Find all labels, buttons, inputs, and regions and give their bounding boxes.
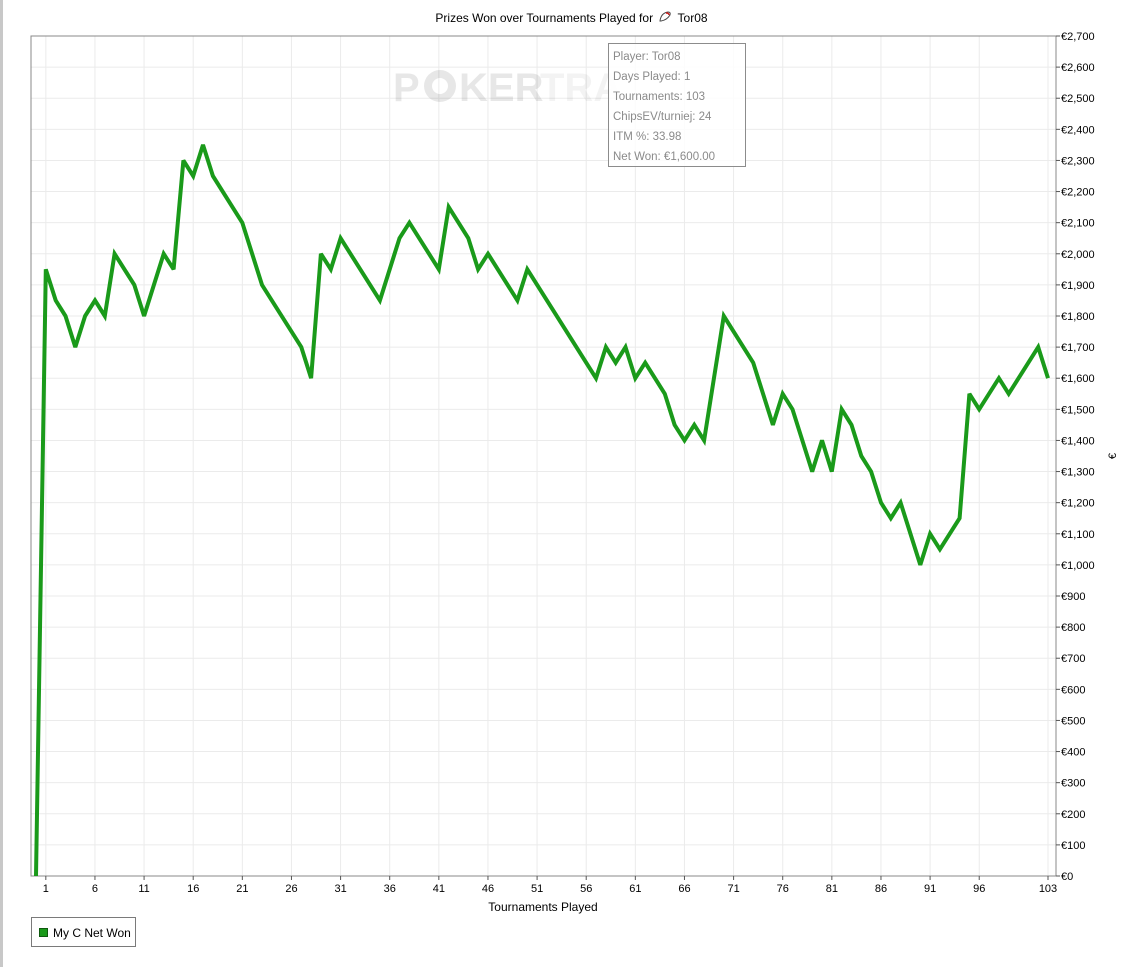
y-tick-label: €100: [1061, 840, 1085, 852]
chart-title: Prizes Won over Tournaments Played for T…: [0, 11, 1143, 25]
x-tick-label: 81: [826, 883, 838, 895]
y-tick-label: €200: [1061, 809, 1085, 821]
x-tick-label: 6: [92, 883, 98, 895]
watermark-text-right: KER: [459, 66, 544, 110]
x-axis-label: Tournaments Played: [488, 900, 597, 914]
y-tick-label: €1,600: [1061, 373, 1095, 385]
tooltip-chipsev: ChipsEV/turniej: 24: [613, 111, 712, 123]
y-tick-label: €1,200: [1061, 498, 1095, 510]
x-tick-label: 36: [384, 883, 396, 895]
y-tick-label: €600: [1061, 684, 1085, 696]
y-axis-label: €: [1107, 453, 1119, 459]
window-left-edge: [0, 0, 3, 967]
x-tick-label: 46: [482, 883, 494, 895]
y-tick-label: €500: [1061, 715, 1085, 727]
y-axis: €0 €100 €200 €300 €400 €500 €600 €700 €800 €900 €1…: [1056, 31, 1095, 883]
plot-area-border: [30, 35, 1057, 877]
x-tick-label: 21: [236, 883, 248, 895]
x-tick-label: 41: [433, 883, 445, 895]
player-stats-tooltip: Player: Tor08 Days Played: 1 Tournaments…: [608, 43, 746, 167]
tooltip-days-played: Days Played: 1: [613, 71, 691, 83]
chart-title-player: Tor08: [677, 11, 708, 25]
x-tick-label: 1: [43, 883, 49, 895]
chart-legend[interactable]: My C Net Won: [31, 917, 136, 947]
y-tick-label: €1,300: [1061, 467, 1095, 479]
legend-swatch: [39, 928, 48, 937]
x-tick-label: 31: [334, 883, 346, 895]
x-tick-label: 86: [875, 883, 887, 895]
y-tick-label: €1,100: [1061, 529, 1095, 541]
series-layer: [34, 144, 1050, 877]
y-tick-label: €2,700: [1061, 31, 1095, 43]
y-tick-label: €900: [1061, 591, 1085, 603]
x-tick-label: 56: [580, 883, 592, 895]
y-tick-label: €1,800: [1061, 311, 1095, 323]
x-tick-label: 61: [629, 883, 641, 895]
x-tick-label: 51: [531, 883, 543, 895]
player-network-icon: [659, 11, 672, 22]
watermark-chip-icon: [424, 70, 456, 102]
y-tick-label: €2,600: [1061, 62, 1095, 74]
watermark-text-left: P: [393, 66, 420, 110]
y-tick-label: €2,100: [1061, 218, 1095, 230]
x-tick-label: 26: [285, 883, 297, 895]
y-tick-label: €700: [1061, 653, 1085, 665]
tooltip-player: Player: Tor08: [613, 51, 681, 63]
tooltip-net-won: Net Won: €1,600.00: [613, 151, 716, 163]
legend-label: My C Net Won: [53, 926, 131, 940]
y-tick-label: €1,500: [1061, 404, 1095, 416]
pokertracker-watermark: P KER TRA: [393, 66, 622, 110]
x-tick-label: 103: [1039, 883, 1057, 895]
y-tick-label: €1,400: [1061, 435, 1095, 447]
x-tick-label: 11: [138, 883, 149, 895]
y-tick-label: €800: [1061, 622, 1085, 634]
y-tick-label: €2,300: [1061, 155, 1095, 167]
y-tick-label: €2,000: [1061, 249, 1095, 261]
x-tick-label: 66: [678, 883, 690, 895]
chart-title-text: Prizes Won over Tournaments Played for: [435, 11, 654, 25]
series-line-my-c-net-won: [34, 144, 1050, 877]
x-tick-label: 16: [187, 883, 199, 895]
x-tick-label: 76: [777, 883, 789, 895]
y-tick-label: €2,200: [1061, 187, 1095, 199]
y-tick-label: €1,900: [1061, 280, 1095, 292]
y-tick-label: €2,500: [1061, 93, 1095, 105]
y-tick-label: €2,400: [1061, 124, 1095, 136]
tooltip-tournaments: Tournaments: 103: [613, 91, 706, 103]
y-tick-label: €400: [1061, 747, 1085, 759]
y-tick-label: €0: [1061, 871, 1073, 883]
y-tick-label: €1,000: [1061, 560, 1095, 572]
tooltip-itm: ITM %: 33.98: [613, 131, 682, 143]
x-tick-label: 96: [973, 883, 985, 895]
y-tick-label: €1,700: [1061, 342, 1095, 354]
chart-grid: [31, 36, 1056, 876]
y-tick-label: €300: [1061, 778, 1085, 790]
x-axis: 1 6 11 16 21 26 31 36 41 46 51 56 61 66 71 76 81 86 91 96 10…: [43, 876, 1057, 895]
x-tick-label: 71: [727, 883, 739, 895]
x-tick-label: 91: [924, 883, 936, 895]
